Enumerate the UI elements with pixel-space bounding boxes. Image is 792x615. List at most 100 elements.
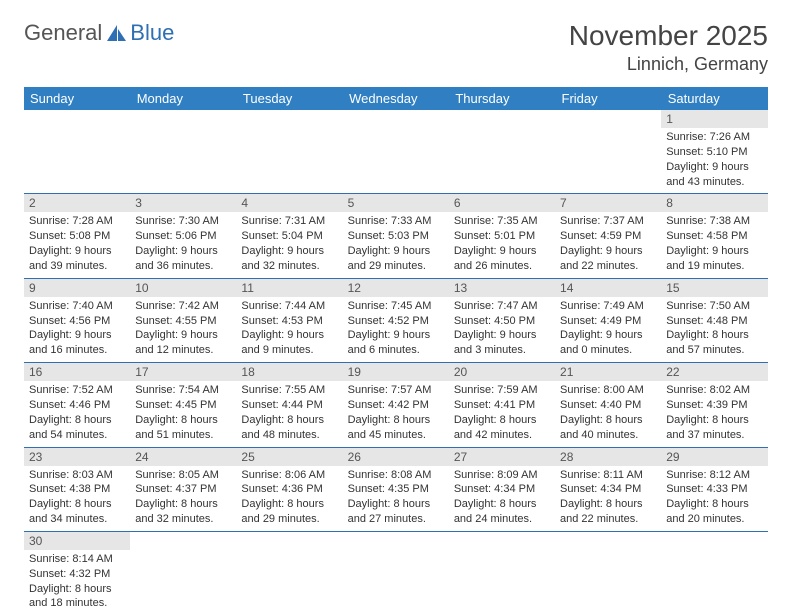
day-number: 26	[343, 448, 449, 466]
day-number: 30	[24, 532, 130, 550]
calendar-cell: 28Sunrise: 8:11 AMSunset: 4:34 PMDayligh…	[555, 447, 661, 531]
day-number: 5	[343, 194, 449, 212]
calendar-cell: 9Sunrise: 7:40 AMSunset: 4:56 PMDaylight…	[24, 278, 130, 362]
calendar-cell: 1Sunrise: 7:26 AMSunset: 5:10 PMDaylight…	[661, 110, 767, 194]
calendar-cell	[236, 110, 342, 194]
day-info: Sunrise: 7:59 AMSunset: 4:41 PMDaylight:…	[449, 381, 555, 446]
calendar-cell: 16Sunrise: 7:52 AMSunset: 4:46 PMDayligh…	[24, 363, 130, 447]
calendar-cell	[24, 110, 130, 194]
day-info: Sunrise: 8:00 AMSunset: 4:40 PMDaylight:…	[555, 381, 661, 446]
day-number: 12	[343, 279, 449, 297]
day-number: 21	[555, 363, 661, 381]
calendar-table: SundayMondayTuesdayWednesdayThursdayFrid…	[24, 87, 768, 615]
calendar-cell: 3Sunrise: 7:30 AMSunset: 5:06 PMDaylight…	[130, 194, 236, 278]
day-number: 29	[661, 448, 767, 466]
calendar-cell	[449, 110, 555, 194]
weekday-header: Thursday	[449, 87, 555, 110]
day-info: Sunrise: 8:06 AMSunset: 4:36 PMDaylight:…	[236, 466, 342, 531]
calendar-cell: 12Sunrise: 7:45 AMSunset: 4:52 PMDayligh…	[343, 278, 449, 362]
calendar-cell: 14Sunrise: 7:49 AMSunset: 4:49 PMDayligh…	[555, 278, 661, 362]
day-info: Sunrise: 7:35 AMSunset: 5:01 PMDaylight:…	[449, 212, 555, 277]
day-number: 13	[449, 279, 555, 297]
day-info: Sunrise: 8:14 AMSunset: 4:32 PMDaylight:…	[24, 550, 130, 615]
calendar-cell	[555, 110, 661, 194]
weekday-header: Wednesday	[343, 87, 449, 110]
calendar-cell	[555, 531, 661, 615]
day-number: 18	[236, 363, 342, 381]
day-number: 1	[661, 110, 767, 128]
day-number: 16	[24, 363, 130, 381]
calendar-cell: 25Sunrise: 8:06 AMSunset: 4:36 PMDayligh…	[236, 447, 342, 531]
calendar-cell	[130, 110, 236, 194]
calendar-cell: 17Sunrise: 7:54 AMSunset: 4:45 PMDayligh…	[130, 363, 236, 447]
day-info: Sunrise: 7:50 AMSunset: 4:48 PMDaylight:…	[661, 297, 767, 362]
calendar-cell: 7Sunrise: 7:37 AMSunset: 4:59 PMDaylight…	[555, 194, 661, 278]
day-info: Sunrise: 7:49 AMSunset: 4:49 PMDaylight:…	[555, 297, 661, 362]
calendar-cell: 26Sunrise: 8:08 AMSunset: 4:35 PMDayligh…	[343, 447, 449, 531]
day-info: Sunrise: 7:40 AMSunset: 4:56 PMDaylight:…	[24, 297, 130, 362]
day-info: Sunrise: 7:38 AMSunset: 4:58 PMDaylight:…	[661, 212, 767, 277]
calendar-cell: 8Sunrise: 7:38 AMSunset: 4:58 PMDaylight…	[661, 194, 767, 278]
day-number: 28	[555, 448, 661, 466]
calendar-cell: 29Sunrise: 8:12 AMSunset: 4:33 PMDayligh…	[661, 447, 767, 531]
day-number: 19	[343, 363, 449, 381]
calendar-cell: 4Sunrise: 7:31 AMSunset: 5:04 PMDaylight…	[236, 194, 342, 278]
day-info: Sunrise: 7:47 AMSunset: 4:50 PMDaylight:…	[449, 297, 555, 362]
calendar-cell: 15Sunrise: 7:50 AMSunset: 4:48 PMDayligh…	[661, 278, 767, 362]
day-number: 11	[236, 279, 342, 297]
day-number: 27	[449, 448, 555, 466]
day-info: Sunrise: 7:37 AMSunset: 4:59 PMDaylight:…	[555, 212, 661, 277]
day-info: Sunrise: 7:44 AMSunset: 4:53 PMDaylight:…	[236, 297, 342, 362]
weekday-header: Monday	[130, 87, 236, 110]
day-info: Sunrise: 7:45 AMSunset: 4:52 PMDaylight:…	[343, 297, 449, 362]
calendar-cell: 11Sunrise: 7:44 AMSunset: 4:53 PMDayligh…	[236, 278, 342, 362]
day-info: Sunrise: 7:55 AMSunset: 4:44 PMDaylight:…	[236, 381, 342, 446]
day-info: Sunrise: 7:31 AMSunset: 5:04 PMDaylight:…	[236, 212, 342, 277]
day-info: Sunrise: 7:26 AMSunset: 5:10 PMDaylight:…	[661, 128, 767, 193]
calendar-cell: 30Sunrise: 8:14 AMSunset: 4:32 PMDayligh…	[24, 531, 130, 615]
day-info: Sunrise: 7:52 AMSunset: 4:46 PMDaylight:…	[24, 381, 130, 446]
calendar-cell	[661, 531, 767, 615]
page-title: November 2025	[569, 20, 768, 52]
weekday-header: Tuesday	[236, 87, 342, 110]
calendar-cell: 22Sunrise: 8:02 AMSunset: 4:39 PMDayligh…	[661, 363, 767, 447]
day-number: 8	[661, 194, 767, 212]
calendar-cell: 10Sunrise: 7:42 AMSunset: 4:55 PMDayligh…	[130, 278, 236, 362]
day-number: 7	[555, 194, 661, 212]
day-info: Sunrise: 7:28 AMSunset: 5:08 PMDaylight:…	[24, 212, 130, 277]
calendar-cell: 19Sunrise: 7:57 AMSunset: 4:42 PMDayligh…	[343, 363, 449, 447]
calendar-cell	[343, 531, 449, 615]
calendar-cell: 20Sunrise: 7:59 AMSunset: 4:41 PMDayligh…	[449, 363, 555, 447]
day-number: 17	[130, 363, 236, 381]
brand-part2: Blue	[130, 20, 174, 46]
calendar-cell: 6Sunrise: 7:35 AMSunset: 5:01 PMDaylight…	[449, 194, 555, 278]
weekday-header: Friday	[555, 87, 661, 110]
day-number: 24	[130, 448, 236, 466]
location-subtitle: Linnich, Germany	[569, 54, 768, 75]
day-number: 23	[24, 448, 130, 466]
day-info: Sunrise: 7:54 AMSunset: 4:45 PMDaylight:…	[130, 381, 236, 446]
calendar-cell: 18Sunrise: 7:55 AMSunset: 4:44 PMDayligh…	[236, 363, 342, 447]
day-info: Sunrise: 8:11 AMSunset: 4:34 PMDaylight:…	[555, 466, 661, 531]
day-number: 6	[449, 194, 555, 212]
calendar-cell: 23Sunrise: 8:03 AMSunset: 4:38 PMDayligh…	[24, 447, 130, 531]
calendar-cell	[449, 531, 555, 615]
day-number: 22	[661, 363, 767, 381]
day-info: Sunrise: 8:08 AMSunset: 4:35 PMDaylight:…	[343, 466, 449, 531]
day-info: Sunrise: 8:09 AMSunset: 4:34 PMDaylight:…	[449, 466, 555, 531]
weekday-header: Sunday	[24, 87, 130, 110]
calendar-cell	[236, 531, 342, 615]
day-number: 25	[236, 448, 342, 466]
calendar-cell	[343, 110, 449, 194]
day-info: Sunrise: 8:03 AMSunset: 4:38 PMDaylight:…	[24, 466, 130, 531]
calendar-cell: 5Sunrise: 7:33 AMSunset: 5:03 PMDaylight…	[343, 194, 449, 278]
sail-icon	[106, 23, 128, 43]
day-number: 3	[130, 194, 236, 212]
day-number: 2	[24, 194, 130, 212]
day-info: Sunrise: 7:57 AMSunset: 4:42 PMDaylight:…	[343, 381, 449, 446]
day-number: 9	[24, 279, 130, 297]
calendar-cell: 27Sunrise: 8:09 AMSunset: 4:34 PMDayligh…	[449, 447, 555, 531]
day-number: 15	[661, 279, 767, 297]
day-number: 4	[236, 194, 342, 212]
brand-logo: General Blue	[24, 20, 174, 46]
